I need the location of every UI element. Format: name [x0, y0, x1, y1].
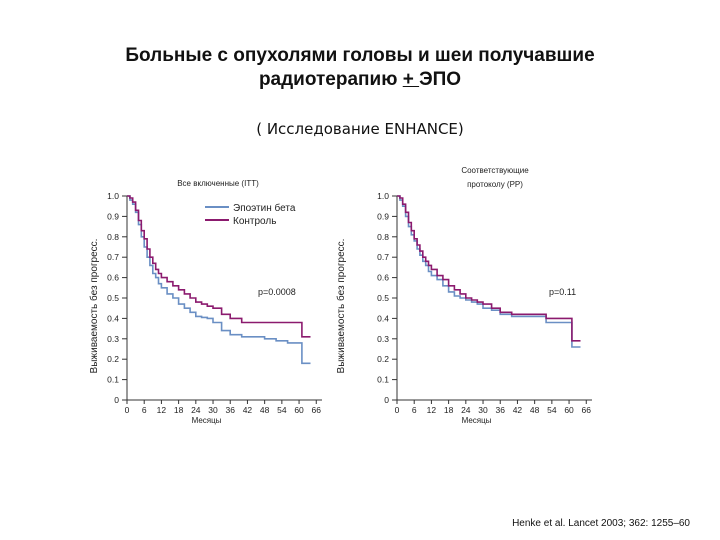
x-tick-label: 12	[427, 405, 437, 415]
x-tick-label: 54	[277, 405, 287, 415]
x-tick-label: 60	[564, 405, 574, 415]
x-tick-label: 66	[582, 405, 592, 415]
y-tick-label: 0.8	[107, 232, 119, 242]
y-tick-label: 0.6	[107, 273, 119, 283]
x-tick-label: 36	[496, 405, 506, 415]
y-tick-label: 0.5	[377, 293, 389, 303]
x-axis-label: Месяцы	[462, 416, 492, 425]
x-tick-label: 6	[412, 405, 417, 415]
x-tick-label: 30	[208, 405, 218, 415]
x-tick-label: 24	[461, 405, 471, 415]
y-tick-label: 0.7	[107, 252, 119, 262]
y-tick-label: 0.2	[377, 354, 389, 364]
x-tick-label: 18	[174, 405, 184, 415]
y-tick-label: 0.4	[107, 313, 119, 323]
y-axis-label: Выживаемость без прогресс.	[335, 239, 347, 374]
x-tick-label: 66	[312, 405, 322, 415]
y-tick-label: 0.3	[377, 334, 389, 344]
legend-entry: Контроль	[233, 216, 276, 227]
y-tick-label: 0.8	[377, 232, 389, 242]
y-tick-label: 0.5	[107, 293, 119, 303]
y-tick-label: 0.7	[377, 252, 389, 262]
x-tick-label: 60	[294, 405, 304, 415]
x-tick-label: 48	[260, 405, 270, 415]
y-tick-label: 1.0	[107, 191, 119, 201]
x-tick-label: 42	[243, 405, 253, 415]
title-line2-tail: ЭПО	[419, 69, 462, 90]
page-title-line2: радиотерапию + ЭПО	[0, 68, 720, 92]
x-tick-label: 0	[125, 405, 130, 415]
x-tick-label: 24	[191, 405, 201, 415]
y-tick-label: 0.9	[377, 211, 389, 221]
title-line2-main: радиотерапию	[258, 69, 403, 90]
study-subtitle: ( Исследование ENHANCE)	[256, 120, 464, 138]
x-tick-label: 18	[444, 405, 454, 415]
y-tick-label: 0	[114, 395, 119, 405]
panel-title: протоколу (PP)	[467, 180, 523, 189]
y-tick-label: 0.2	[107, 354, 119, 364]
y-tick-label: 1.0	[377, 191, 389, 201]
x-tick-label: 6	[142, 405, 147, 415]
x-tick-label: 0	[395, 405, 400, 415]
y-tick-label: 0.4	[377, 313, 389, 323]
x-tick-label: 12	[157, 405, 167, 415]
x-tick-label: 30	[478, 405, 488, 415]
panel-title: Соответствующие	[461, 166, 529, 175]
y-tick-label: 0.1	[107, 375, 119, 385]
x-tick-label: 36	[226, 405, 236, 415]
legend-entry: Эпоэтин бета	[233, 202, 296, 214]
y-tick-label: 0.6	[377, 273, 389, 283]
p-value-annotation: p=0.11	[549, 287, 576, 297]
series-line-epoetin	[397, 195, 581, 348]
title-plus-minus: +	[402, 69, 420, 90]
y-tick-label: 0	[384, 395, 389, 405]
y-axis-label: Выживаемость без прогресс.	[88, 239, 100, 374]
y-tick-label: 0.1	[377, 375, 389, 385]
y-tick-label: 0.3	[107, 334, 119, 344]
citation: Henke et al. Lancet 2003; 362: 1255–60	[512, 518, 690, 529]
series-line-epoetin	[127, 195, 311, 365]
page-title-line1: Больные с опухолями головы и шеи получав…	[125, 45, 595, 66]
p-value-annotation: p=0.0008	[258, 287, 296, 297]
x-tick-label: 48	[530, 405, 540, 415]
x-axis-label: Месяцы	[192, 416, 222, 425]
series-line-control	[127, 195, 311, 338]
series-line-control	[397, 195, 581, 342]
y-tick-label: 0.9	[107, 211, 119, 221]
x-tick-label: 42	[513, 405, 523, 415]
panel-title: Все включенные (ITT)	[177, 179, 259, 188]
x-tick-label: 54	[547, 405, 557, 415]
